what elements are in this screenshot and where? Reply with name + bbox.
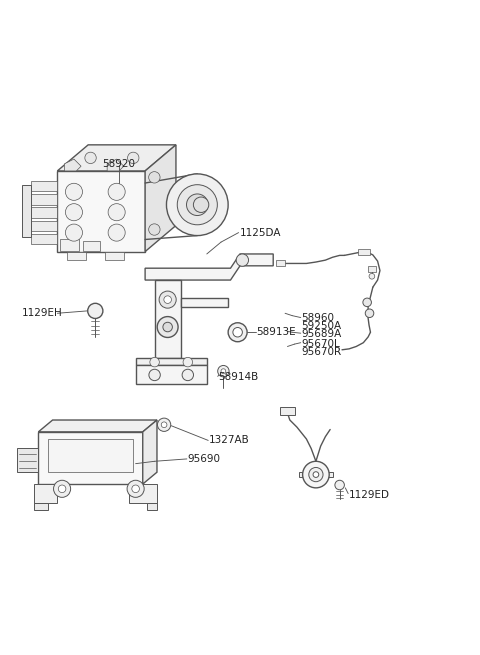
Bar [280, 407, 295, 415]
Circle shape [363, 298, 372, 307]
Circle shape [157, 418, 171, 432]
Polygon shape [180, 298, 228, 307]
Text: 95689A: 95689A [301, 329, 342, 339]
Text: 95690: 95690 [188, 454, 221, 464]
Polygon shape [64, 159, 81, 171]
Circle shape [302, 461, 329, 488]
Text: 59250A: 59250A [301, 321, 342, 331]
Circle shape [228, 323, 247, 342]
Text: 58960: 58960 [301, 313, 335, 323]
Bar [358, 249, 370, 255]
Polygon shape [145, 254, 273, 280]
Text: 58920: 58920 [102, 159, 135, 169]
Polygon shape [31, 234, 57, 244]
Polygon shape [57, 145, 176, 171]
Circle shape [157, 316, 178, 337]
Polygon shape [57, 171, 145, 252]
Circle shape [365, 309, 374, 318]
Bar [84, 241, 100, 251]
Circle shape [233, 328, 242, 337]
Circle shape [108, 204, 125, 221]
Polygon shape [31, 208, 57, 218]
Polygon shape [31, 194, 57, 204]
Circle shape [218, 365, 229, 377]
Text: 95670R: 95670R [301, 346, 342, 357]
Circle shape [128, 152, 139, 164]
Polygon shape [34, 503, 48, 510]
Circle shape [161, 422, 167, 428]
Circle shape [177, 185, 217, 225]
Polygon shape [34, 484, 57, 503]
Circle shape [187, 194, 208, 215]
Circle shape [236, 254, 249, 267]
Text: 58913E: 58913E [257, 328, 296, 337]
Circle shape [309, 468, 323, 481]
Polygon shape [31, 221, 57, 231]
Text: 58914B: 58914B [219, 372, 259, 383]
Circle shape [88, 303, 103, 318]
Circle shape [193, 197, 209, 212]
Polygon shape [129, 484, 157, 503]
Text: 1327AB: 1327AB [209, 436, 250, 445]
Circle shape [149, 369, 160, 381]
Circle shape [127, 480, 144, 497]
Polygon shape [155, 280, 180, 358]
Polygon shape [147, 503, 157, 510]
Bar [48, 439, 133, 472]
Polygon shape [136, 365, 207, 384]
Polygon shape [31, 181, 57, 191]
Polygon shape [105, 252, 124, 260]
Circle shape [221, 369, 226, 373]
Bar [60, 239, 79, 251]
Text: 95670L: 95670L [301, 339, 340, 348]
Circle shape [150, 358, 159, 367]
Circle shape [313, 472, 319, 477]
Circle shape [132, 485, 139, 493]
Circle shape [58, 485, 66, 493]
Circle shape [183, 358, 192, 367]
Polygon shape [136, 358, 207, 365]
Polygon shape [17, 449, 38, 472]
Polygon shape [145, 145, 176, 252]
Polygon shape [107, 159, 124, 171]
Circle shape [108, 224, 125, 241]
Circle shape [85, 152, 96, 164]
Circle shape [149, 224, 160, 235]
Circle shape [149, 172, 160, 183]
Circle shape [54, 480, 71, 497]
Text: 1129ED: 1129ED [349, 489, 390, 500]
Circle shape [164, 296, 171, 303]
Circle shape [65, 204, 83, 221]
Polygon shape [67, 252, 86, 260]
Circle shape [335, 480, 344, 490]
Circle shape [65, 183, 83, 200]
Bar [276, 260, 285, 267]
Polygon shape [300, 472, 333, 477]
Circle shape [369, 273, 375, 279]
Circle shape [167, 174, 228, 236]
Bar [368, 266, 376, 272]
Polygon shape [22, 185, 31, 237]
Text: 1129EH: 1129EH [22, 309, 62, 318]
Polygon shape [143, 420, 157, 484]
Circle shape [182, 369, 193, 381]
Circle shape [108, 183, 125, 200]
Circle shape [163, 322, 172, 332]
Circle shape [65, 224, 83, 241]
Text: 1125DA: 1125DA [240, 227, 281, 238]
Polygon shape [38, 432, 143, 484]
Polygon shape [38, 420, 157, 432]
Circle shape [159, 291, 176, 308]
